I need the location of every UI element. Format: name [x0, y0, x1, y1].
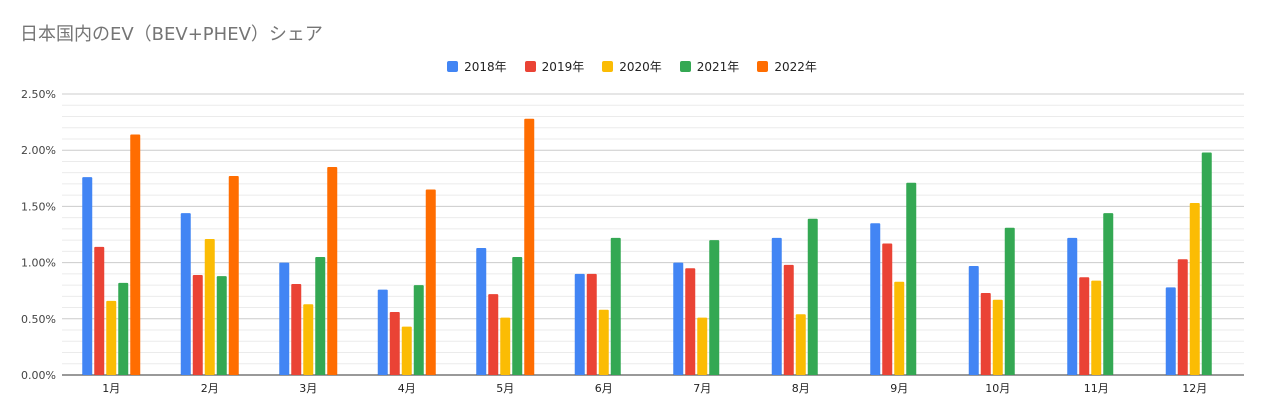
bar: [709, 240, 720, 375]
bar: [377, 289, 388, 375]
bar: [401, 326, 412, 375]
bar: [1165, 287, 1176, 375]
legend-item: 2021年: [679, 58, 740, 75]
bar: [315, 256, 326, 375]
bar: [524, 118, 535, 375]
bar: [807, 218, 818, 375]
bar: [1004, 227, 1015, 375]
bar: [94, 246, 105, 375]
legend-label: 2021年: [696, 60, 740, 74]
y-tick-label: 1.00%: [21, 257, 56, 270]
bar: [1201, 152, 1212, 375]
bar: [327, 167, 338, 375]
bar: [1103, 213, 1114, 375]
bar: [291, 283, 302, 375]
bar: [1091, 280, 1102, 375]
legend-label: 2022年: [774, 60, 817, 74]
x-tick-label: 3月: [299, 382, 317, 395]
x-tick-label: 4月: [398, 382, 416, 395]
y-tick-label: 2.50%: [21, 88, 56, 101]
bar: [894, 281, 905, 375]
legend-swatch: [602, 61, 614, 72]
bar: [204, 238, 215, 375]
legend-swatch: [679, 61, 691, 72]
bar: [488, 294, 499, 375]
bar: [1177, 259, 1188, 375]
x-tick-label: 12月: [1182, 382, 1207, 395]
bar: [216, 276, 227, 375]
x-tick-label: 9月: [890, 382, 908, 395]
bar: [228, 176, 239, 375]
bar: [192, 274, 203, 375]
bar: [980, 292, 991, 375]
legend-label: 2020年: [619, 60, 662, 74]
bar: [992, 299, 1003, 375]
x-tick-label: 7月: [693, 382, 711, 395]
legend-swatch: [524, 61, 536, 72]
bar: [500, 317, 511, 375]
bar: [882, 243, 893, 375]
bar: [685, 268, 696, 375]
y-tick-label: 0.50%: [21, 313, 56, 326]
bar: [673, 262, 684, 375]
bar: [279, 262, 290, 375]
bar: [870, 223, 881, 375]
bar: [413, 285, 424, 375]
x-tick-label: 1月: [102, 382, 120, 395]
y-tick-label: 2.00%: [21, 144, 56, 157]
bar: [795, 314, 806, 375]
legend-label: 2019年: [541, 60, 585, 74]
x-tick-label: 8月: [792, 382, 810, 395]
legend-item: 2018年: [447, 58, 507, 75]
bar: [968, 265, 979, 375]
bar: [106, 300, 117, 375]
bar: [598, 309, 609, 375]
bar: [130, 134, 141, 375]
legend: 2018年 2019年 2020年 2021年 2022年: [0, 58, 1264, 75]
x-tick-label: 6月: [595, 382, 613, 395]
bar: [118, 282, 129, 375]
bar: [771, 237, 782, 375]
bar: [574, 273, 585, 375]
legend-swatch: [757, 61, 769, 72]
bar: [389, 312, 400, 375]
y-tick-label: 0.00%: [21, 369, 56, 382]
bar: [586, 273, 597, 375]
legend-swatch: [447, 61, 459, 72]
chart-title: 日本国内のEV（BEV+PHEV）シェア: [20, 24, 323, 45]
bar: [697, 317, 708, 375]
x-tick-label: 2月: [201, 382, 219, 395]
bar: [1189, 203, 1200, 375]
x-tick-label: 5月: [496, 382, 514, 395]
bar: [476, 247, 487, 375]
x-tick-label: 11月: [1084, 382, 1109, 395]
bar: [82, 177, 93, 375]
bar: [425, 189, 436, 375]
bar: [180, 213, 191, 375]
legend-label: 2018年: [464, 60, 507, 74]
bar: [512, 256, 523, 375]
bar: [783, 264, 794, 375]
y-tick-label: 1.50%: [21, 200, 56, 213]
bar: [1067, 237, 1078, 375]
bar: [906, 182, 917, 375]
legend-item: 2020年: [602, 58, 662, 75]
bar: [610, 237, 621, 375]
x-tick-label: 10月: [985, 382, 1010, 395]
legend-item: 2022年: [757, 58, 817, 75]
bar: [303, 304, 314, 375]
bar: [1079, 277, 1090, 375]
legend-item: 2019年: [524, 58, 585, 75]
